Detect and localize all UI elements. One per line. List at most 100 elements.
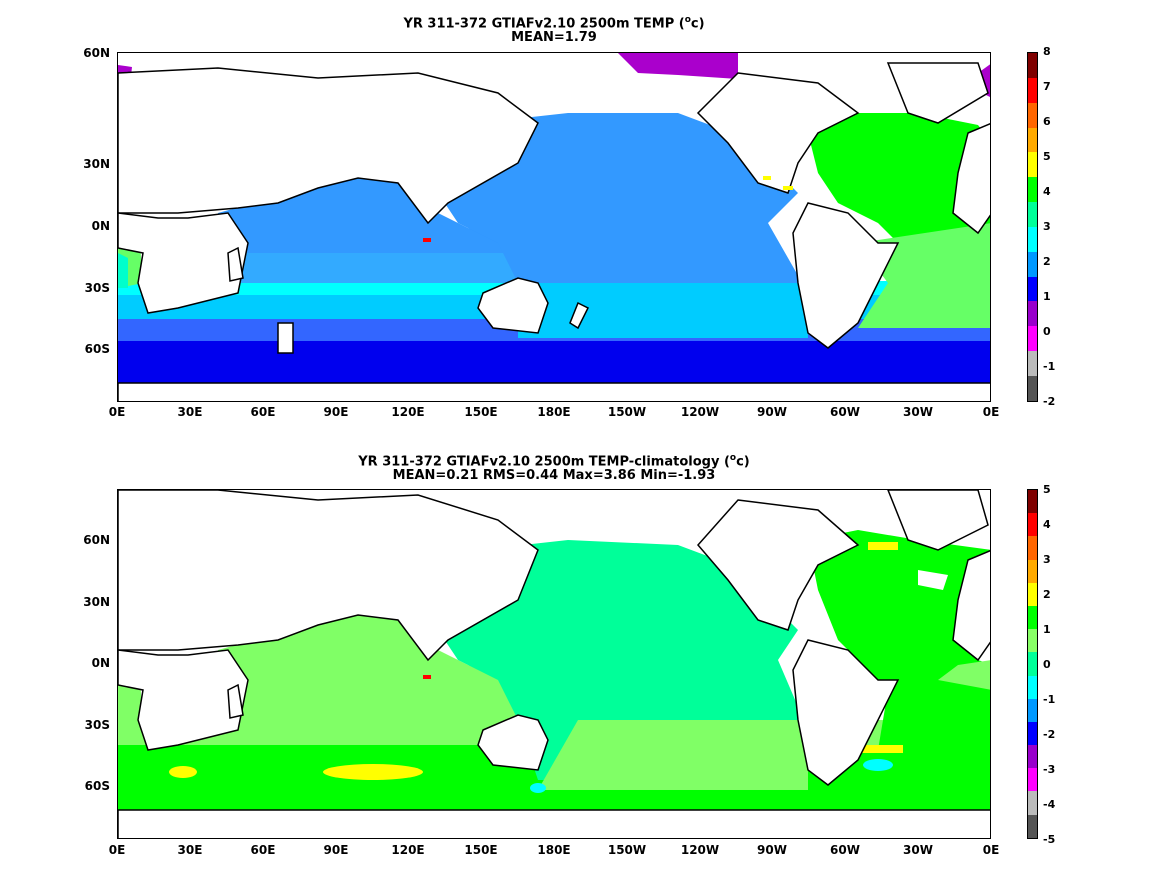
top-map-subtitle: MEAN=1.79 — [511, 30, 597, 45]
top-colorbar-label: 6 — [1043, 115, 1051, 128]
colorbar-segment — [1028, 77, 1037, 103]
bottom-lon-label: 0E — [982, 843, 1000, 857]
top-colorbar-label: 5 — [1043, 150, 1051, 163]
top-colorbar-label: 4 — [1043, 185, 1051, 198]
bottom-map-title: YR 311-372 GTIAFv2.10 2500m TEMP-climato… — [358, 453, 750, 470]
colorbar-segment — [1028, 675, 1037, 699]
bottom-map-subtitle: MEAN=0.21 RMS=0.44 Max=3.86 Min=-1.93 — [392, 468, 716, 483]
bottom-lat-label: 0N — [91, 656, 110, 670]
top-lat-label: 30N — [83, 157, 110, 171]
top-colorbar-label: 8 — [1043, 45, 1051, 58]
colorbar-segment — [1028, 102, 1037, 128]
bottom-colorbar-label: 4 — [1043, 518, 1051, 531]
bottom-colorbar-label: 1 — [1043, 623, 1051, 636]
colorbar-segment — [1028, 226, 1037, 252]
bottom-map — [117, 489, 991, 839]
bottom-lon-label: 60E — [250, 843, 276, 857]
top-colorbar-label: -2 — [1043, 395, 1056, 408]
top-colorbar-label: -1 — [1043, 360, 1056, 373]
top-lon-label: 0E — [982, 405, 1000, 419]
colorbar-segment — [1028, 301, 1037, 327]
top-lon-label: 60W — [830, 405, 860, 419]
bottom-lon-label: 0E — [108, 843, 126, 857]
top-lon-label: 150W — [607, 405, 647, 419]
colorbar-segment — [1028, 375, 1037, 401]
top-red-spot — [423, 238, 431, 242]
top-lon-label: 30W — [903, 405, 933, 419]
top-lat-label: 0N — [91, 219, 110, 233]
bottom-lon-label: 120E — [391, 843, 425, 857]
colorbar-segment — [1028, 276, 1037, 302]
top-lon-label: 30E — [177, 405, 203, 419]
colorbar-segment — [1028, 814, 1037, 838]
top-pacific-ocean — [418, 113, 808, 333]
top-map-title: YR 311-372 GTIAFv2.10 2500m TEMP (oc) — [403, 15, 705, 32]
bottom-colorbar-label: -3 — [1043, 763, 1056, 776]
bottom-lon-label: 30E — [177, 843, 203, 857]
top-colorbar-label: 0 — [1043, 325, 1051, 338]
top-lon-label: 120E — [391, 405, 425, 419]
bottom-yellow-anomaly — [323, 764, 423, 780]
colorbar-segment — [1028, 768, 1037, 792]
bottom-colorbar — [1027, 489, 1038, 839]
bottom-red-spot — [423, 675, 431, 679]
top-lon-label: 0E — [108, 405, 126, 419]
top-north-atlantic — [808, 113, 990, 243]
bottom-colorbar-label: 5 — [1043, 483, 1051, 496]
bottom-colorbar-label: -1 — [1043, 693, 1056, 706]
bottom-lat-label: 30N — [83, 595, 110, 609]
top-lon-label: 180E — [537, 405, 571, 419]
bottom-lon-label: 180E — [537, 843, 571, 857]
colorbar-segment — [1028, 127, 1037, 153]
bottom-lat-label: 60N — [83, 533, 110, 547]
bottom-colorbar-label: 2 — [1043, 588, 1051, 601]
colorbar-segment — [1028, 513, 1037, 537]
bottom-lon-label: 150W — [607, 843, 647, 857]
colorbar-segment — [1028, 605, 1037, 630]
colorbar-segment — [1028, 351, 1037, 376]
top-lon-label: 120W — [680, 405, 720, 419]
top-colorbar-label: 2 — [1043, 255, 1051, 268]
top-colorbar — [1027, 52, 1038, 402]
colorbar-segment — [1028, 326, 1037, 352]
top-lon-label: 90E — [323, 405, 349, 419]
bottom-lat-label: 60S — [84, 779, 110, 793]
bottom-lon-label: 90W — [757, 843, 787, 857]
bottom-atlantic-ocean — [808, 530, 990, 810]
colorbar-segment — [1028, 53, 1037, 78]
top-lat-label: 60N — [83, 46, 110, 60]
bottom-map-plot — [118, 490, 990, 838]
bottom-colorbar-label: -5 — [1043, 833, 1056, 846]
top-lat-label: 60S — [84, 342, 110, 356]
top-southern-polar — [118, 338, 990, 383]
colorbar-segment — [1028, 629, 1037, 653]
colorbar-segment — [1028, 536, 1037, 560]
bottom-colorbar-label: 0 — [1043, 658, 1051, 671]
top-lon-label: 60E — [250, 405, 276, 419]
bottom-continents — [118, 490, 990, 838]
bottom-indian-ocean — [218, 615, 518, 730]
bottom-colorbar-label: 3 — [1043, 553, 1051, 566]
bottom-lon-label: 30W — [903, 843, 933, 857]
top-lon-label: 90W — [757, 405, 787, 419]
colorbar-segment — [1028, 490, 1037, 514]
top-colorbar-label: 1 — [1043, 290, 1051, 303]
bottom-lon-label: 60W — [830, 843, 860, 857]
top-arctic-region — [618, 53, 738, 79]
top-lon-label: 150E — [464, 405, 498, 419]
top-continents — [118, 62, 990, 401]
colorbar-segment — [1028, 251, 1037, 277]
top-map — [117, 52, 991, 402]
colorbar-segment — [1028, 745, 1037, 769]
top-map-plot — [118, 53, 990, 401]
top-colorbar-label: 7 — [1043, 80, 1051, 93]
colorbar-segment — [1028, 152, 1037, 178]
colorbar-segment — [1028, 202, 1037, 227]
bottom-colorbar-label: -4 — [1043, 798, 1056, 811]
bottom-lat-label: 30S — [84, 718, 110, 732]
colorbar-segment — [1028, 582, 1037, 606]
bottom-lon-label: 90E — [323, 843, 349, 857]
colorbar-segment — [1028, 698, 1037, 722]
colorbar-segment — [1028, 791, 1037, 815]
bottom-lon-label: 120W — [680, 843, 720, 857]
